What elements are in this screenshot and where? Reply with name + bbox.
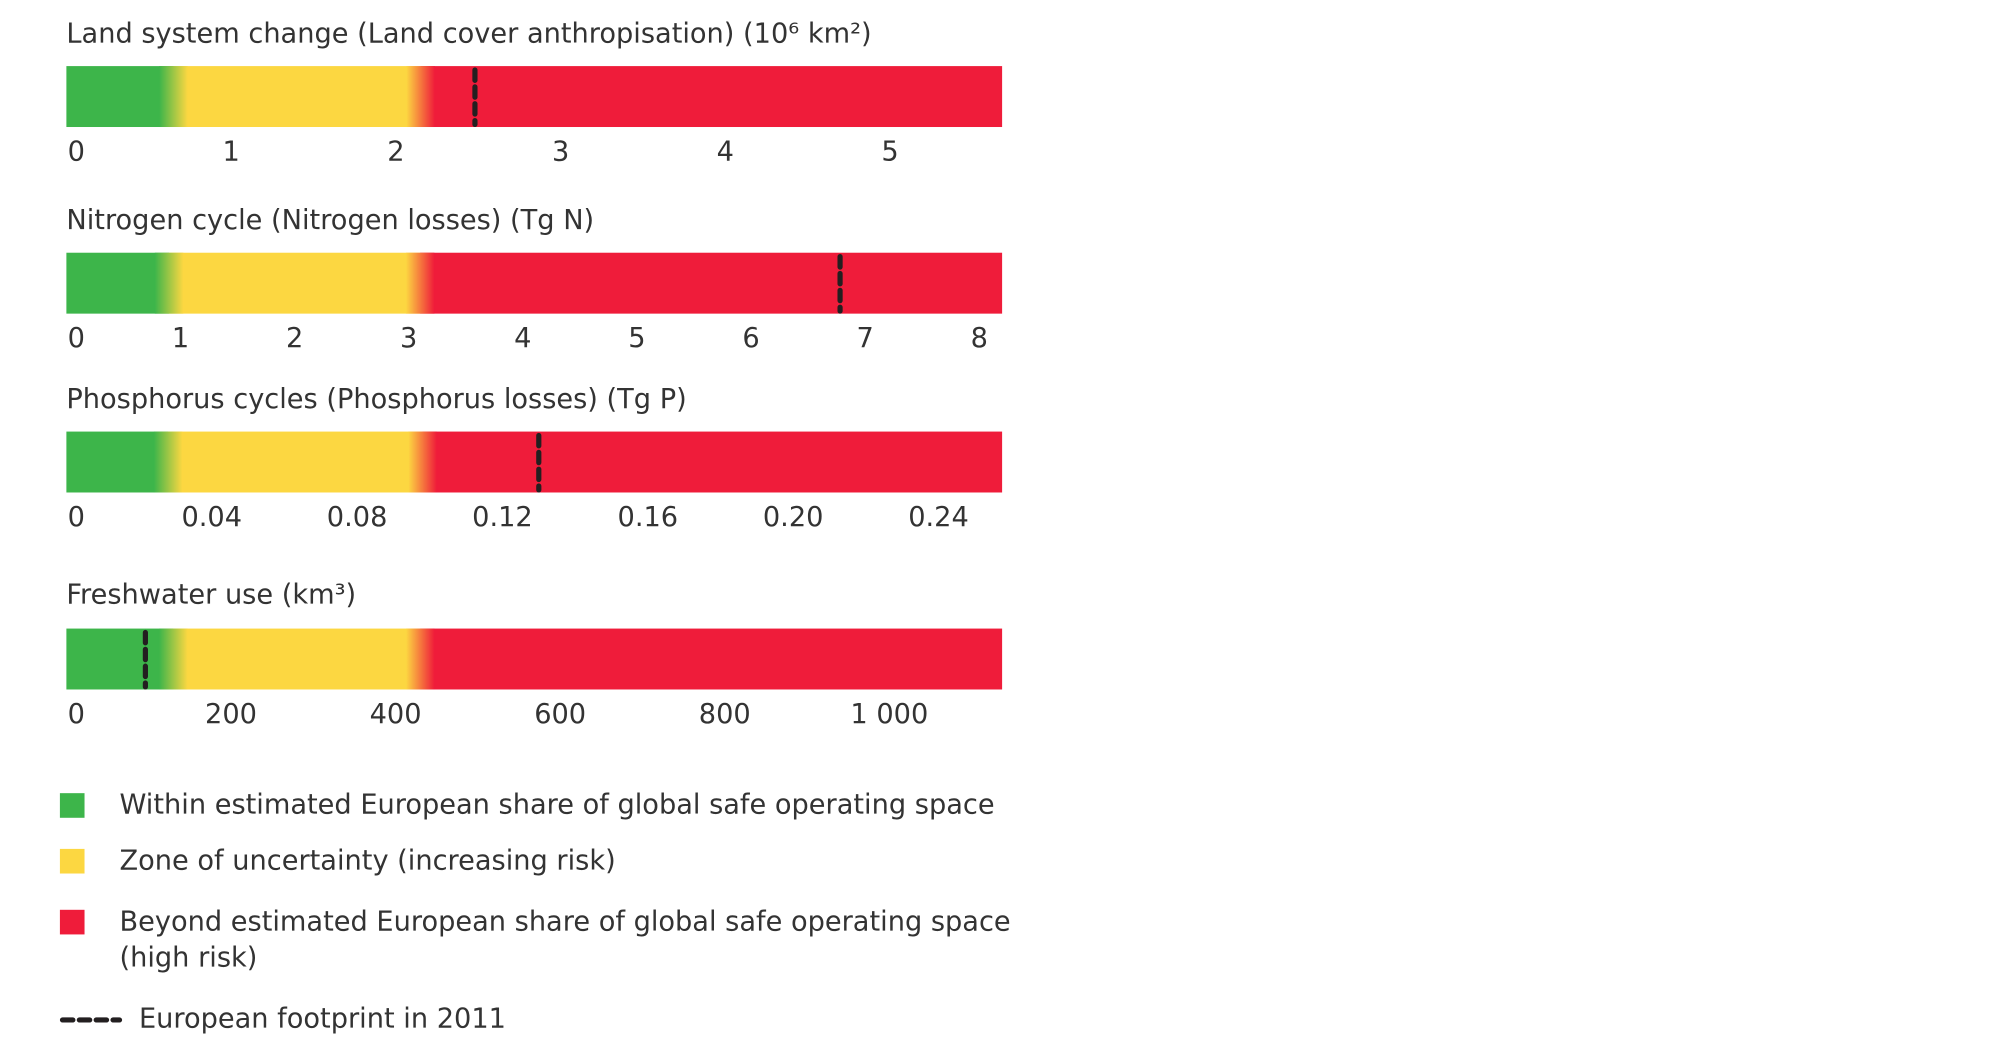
zone-uncertain	[173, 66, 421, 128]
x-tick-label: 0.24	[908, 502, 969, 533]
zone-transition	[406, 66, 435, 128]
x-tick-label: 0	[68, 136, 85, 167]
zone-transition	[159, 66, 188, 128]
x-tick-label: 5	[628, 323, 645, 354]
zone-transition	[153, 431, 183, 493]
zone-uncertain	[173, 628, 421, 690]
x-tick-label: 2	[387, 136, 404, 167]
zone-high-risk	[420, 628, 1003, 690]
x-tick-label: 3	[552, 136, 569, 167]
x-tick-label: 0.16	[618, 502, 679, 533]
x-tick-label: 0.20	[763, 502, 824, 533]
x-tick-label: 4	[514, 323, 531, 354]
x-tick-label: 0	[68, 323, 85, 354]
x-tick-label: 600	[534, 699, 586, 730]
x-tick-label: 200	[205, 699, 257, 730]
legend-swatch	[59, 848, 85, 874]
legend-swatch	[59, 793, 85, 818]
zone-transition	[159, 628, 188, 690]
chart-title: Land system change (Land cover anthropis…	[66, 18, 871, 49]
x-tick-label: 0.04	[181, 502, 242, 533]
x-tick-label: 7	[857, 323, 874, 354]
chart-title: Freshwater use (km³)	[66, 580, 356, 611]
zone-transition	[406, 628, 435, 690]
x-tick-label: 0.12	[472, 502, 533, 533]
zone-uncertain	[168, 431, 423, 493]
x-tick-label: 400	[370, 699, 422, 730]
x-tick-label: 1	[172, 323, 189, 354]
chart-title: Phosphorus cycles (Phosphorus losses) (T…	[66, 384, 686, 415]
zone-high-risk	[420, 252, 1003, 314]
x-tick-label: 8	[971, 323, 988, 354]
zone-transition	[408, 431, 437, 493]
zone-high-risk	[420, 66, 1003, 128]
zone-transition	[405, 252, 435, 314]
legend-label: (high risk)	[120, 943, 258, 974]
legend-label: Beyond estimated European share of globa…	[120, 906, 1011, 937]
zone-high-risk	[422, 431, 1003, 493]
x-tick-label: 0.08	[327, 502, 388, 533]
zone-safe	[66, 66, 174, 128]
zone-safe	[66, 628, 174, 690]
x-tick-label: 0	[68, 699, 85, 730]
x-tick-label: 0	[68, 502, 85, 533]
legend-swatch	[59, 909, 85, 935]
zone-safe	[66, 431, 169, 493]
x-tick-label: 2	[286, 323, 303, 354]
x-tick-label: 800	[699, 699, 751, 730]
legend-label: Within estimated European share of globa…	[120, 790, 995, 821]
zone-uncertain	[169, 252, 421, 314]
chart-title: Nitrogen cycle (Nitrogen losses) (Tg N)	[66, 205, 594, 236]
x-tick-label: 1 000	[850, 699, 928, 730]
x-tick-label: 3	[400, 323, 417, 354]
x-tick-label: 6	[742, 323, 759, 354]
zone-safe	[66, 252, 170, 314]
x-tick-label: 1	[222, 136, 239, 167]
legend-label: Zone of uncertainty (increasing risk)	[120, 845, 616, 876]
zone-transition	[154, 252, 184, 314]
legend-label: European footprint in 2011	[139, 1003, 506, 1034]
x-tick-label: 4	[717, 136, 734, 167]
x-tick-label: 5	[881, 136, 898, 167]
